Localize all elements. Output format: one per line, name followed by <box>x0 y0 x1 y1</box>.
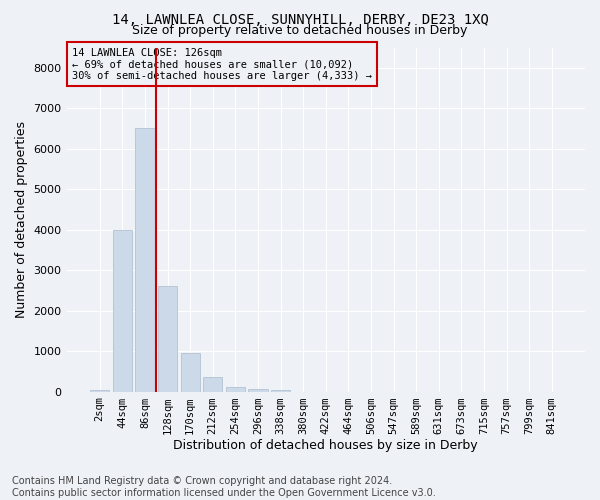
X-axis label: Distribution of detached houses by size in Derby: Distribution of detached houses by size … <box>173 440 478 452</box>
Bar <box>181 353 200 392</box>
Bar <box>226 386 245 392</box>
Text: 14, LAWNLEA CLOSE, SUNNYHILL, DERBY, DE23 1XQ: 14, LAWNLEA CLOSE, SUNNYHILL, DERBY, DE2… <box>112 12 488 26</box>
Bar <box>203 378 223 392</box>
Bar <box>136 128 155 392</box>
Bar <box>271 390 290 392</box>
Bar <box>113 230 132 392</box>
Bar <box>158 286 177 392</box>
Text: 14 LAWNLEA CLOSE: 126sqm
← 69% of detached houses are smaller (10,092)
30% of se: 14 LAWNLEA CLOSE: 126sqm ← 69% of detach… <box>72 48 372 80</box>
Bar <box>90 390 109 392</box>
Text: Contains HM Land Registry data © Crown copyright and database right 2024.
Contai: Contains HM Land Registry data © Crown c… <box>12 476 436 498</box>
Text: Size of property relative to detached houses in Derby: Size of property relative to detached ho… <box>133 24 467 37</box>
Bar <box>248 388 268 392</box>
Y-axis label: Number of detached properties: Number of detached properties <box>15 121 28 318</box>
